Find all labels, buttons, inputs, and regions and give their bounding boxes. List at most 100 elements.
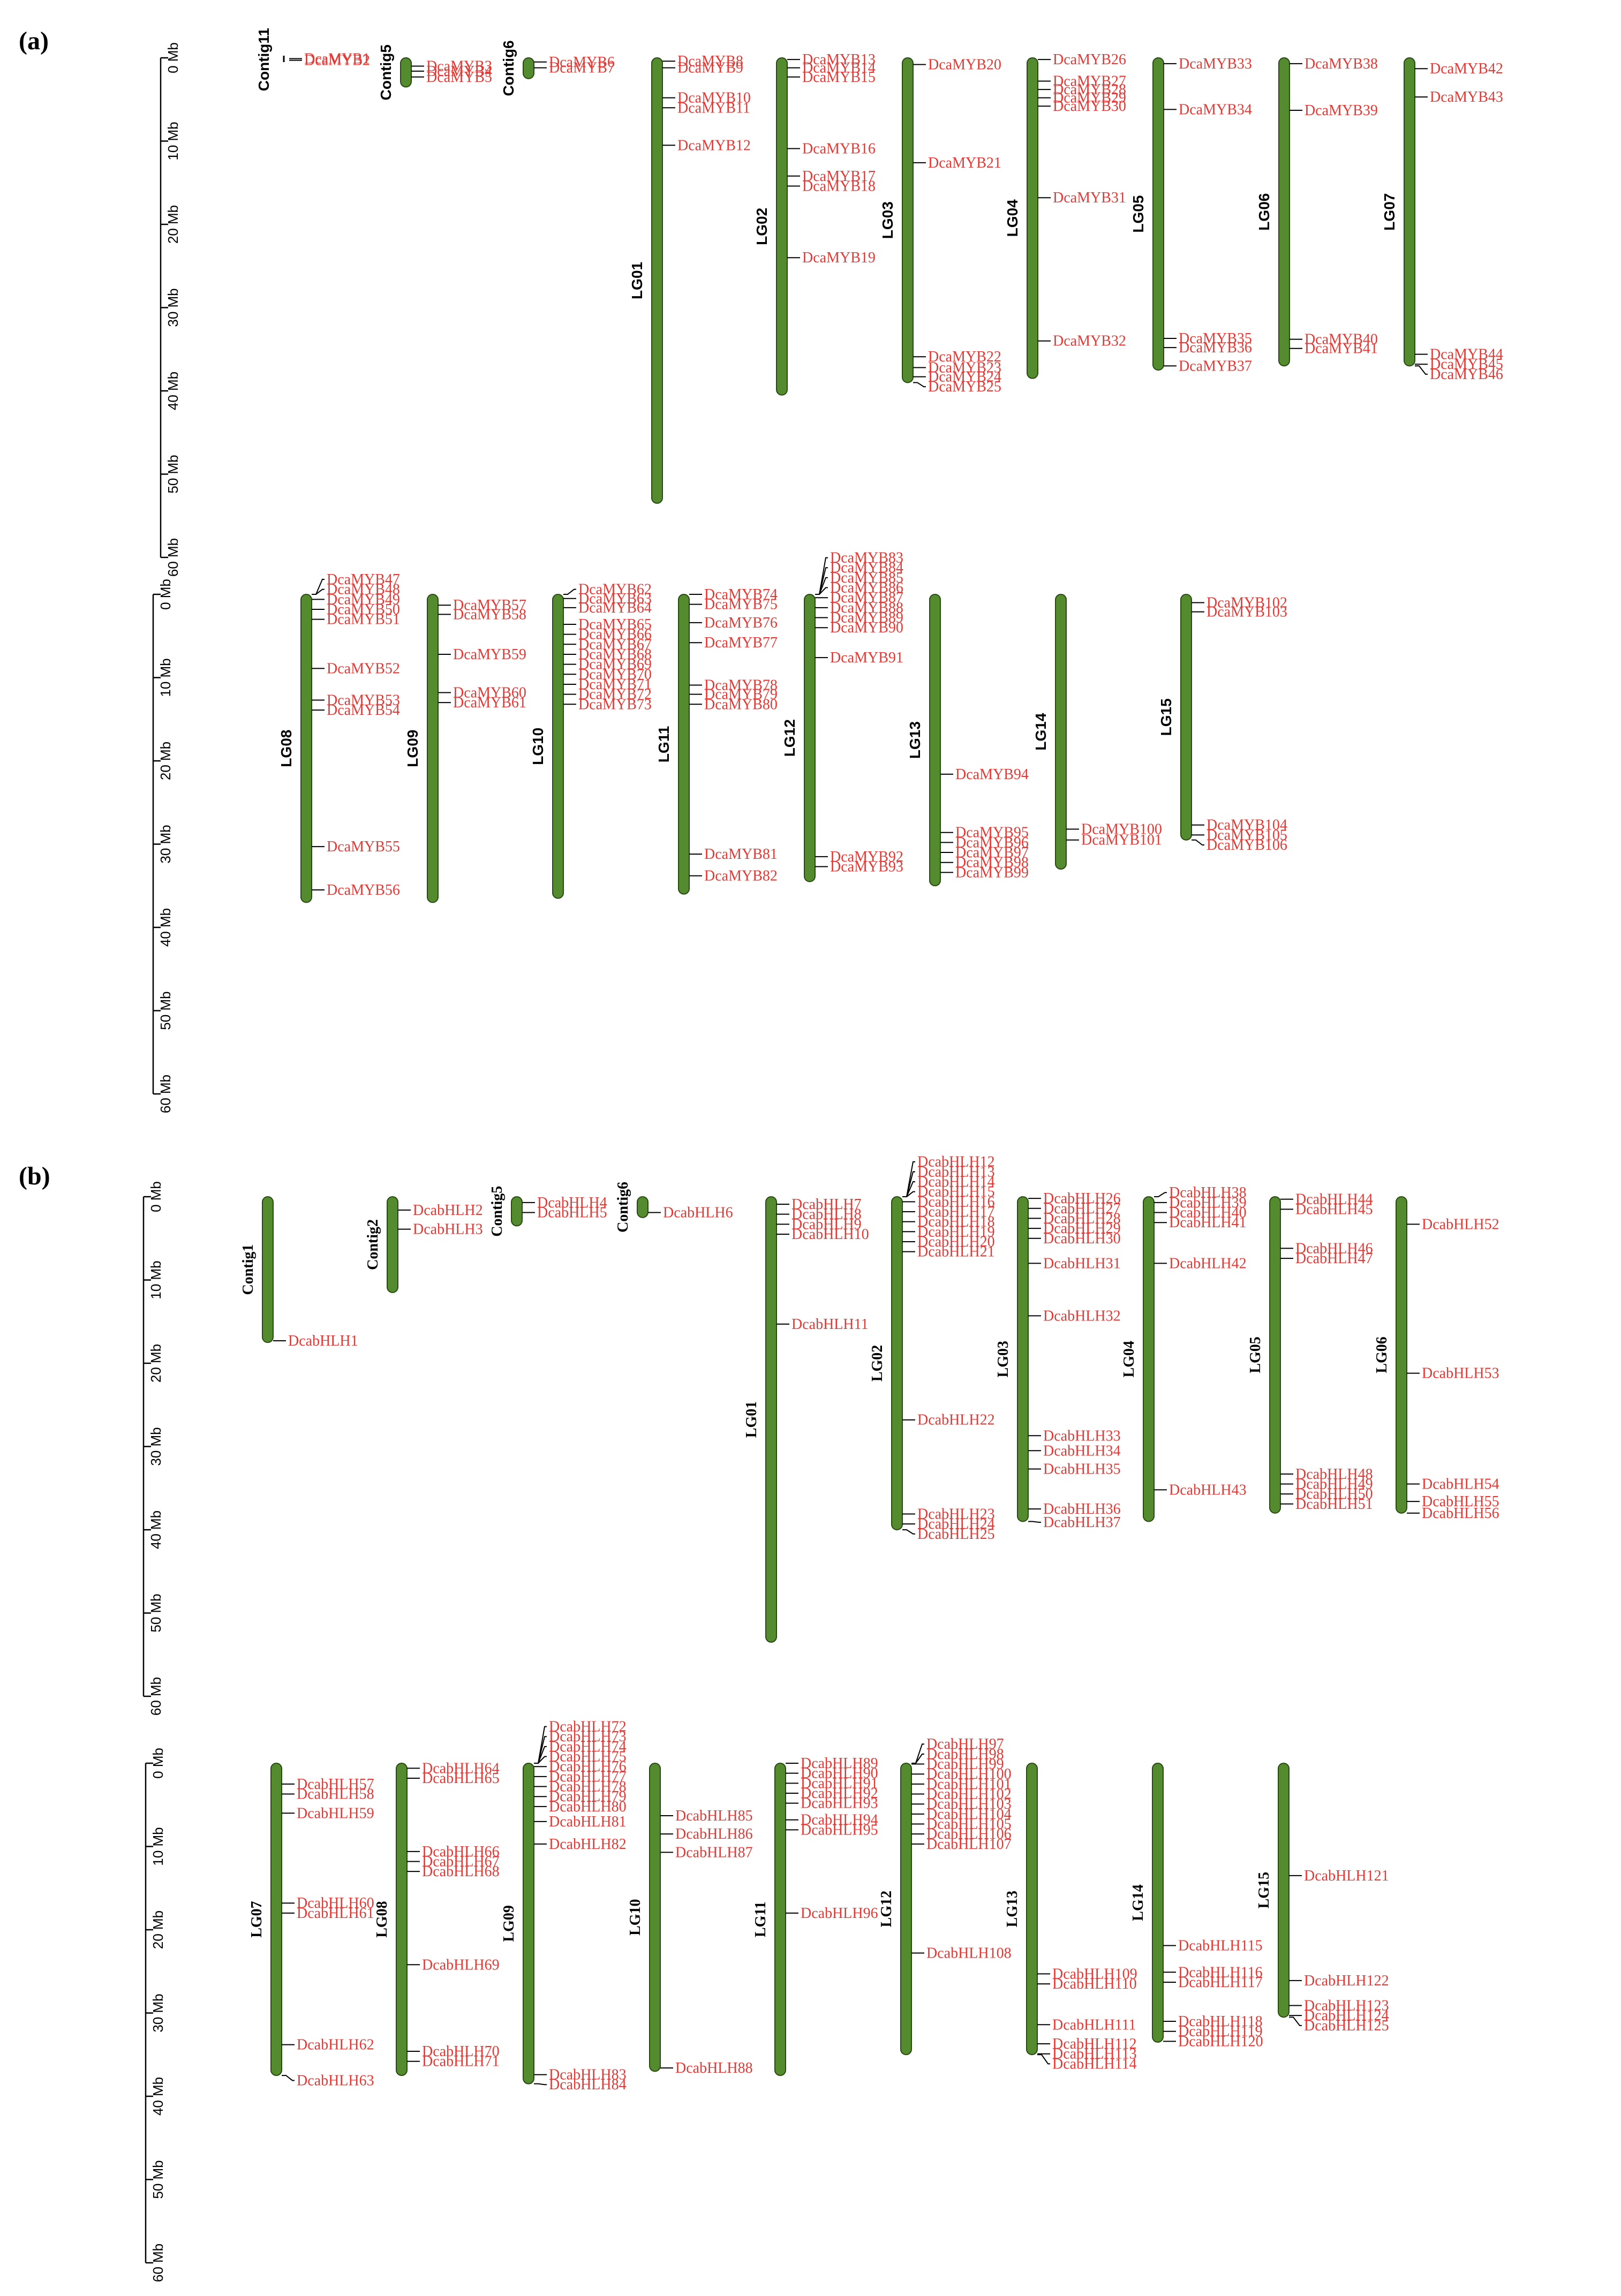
gene-marker: DcabHLH90 xyxy=(786,1765,878,1782)
gene-marker: DcabHLH28 xyxy=(1028,1210,1121,1227)
gene-label: DcaMYB33 xyxy=(1179,56,1252,72)
gene-label: DcabHLH75 xyxy=(549,1749,627,1765)
chromosome-label: LG05 xyxy=(1247,1336,1264,1373)
gene-label: DcabHLH5 xyxy=(537,1205,607,1221)
gene-label: DcabHLH32 xyxy=(1043,1308,1121,1324)
gene-label: DcaMYB84 xyxy=(830,560,903,576)
chromosome-label: LG06 xyxy=(1374,1336,1390,1373)
panel-label: (a) xyxy=(19,27,49,55)
gene-label: DcabHLH30 xyxy=(1043,1230,1121,1247)
gene-label: DcabHLH57 xyxy=(297,1776,374,1793)
gene-marker: DcaMYB30 xyxy=(1038,98,1126,115)
chromosome-label: Contig2 xyxy=(365,1219,381,1270)
gene-label: DcabHLH61 xyxy=(297,1905,374,1922)
gene-connector xyxy=(911,1753,924,1764)
gene-marker: DcabHLH76 xyxy=(534,1758,627,1775)
gene-label: DcaMYB48 xyxy=(327,581,400,598)
gene-marker: DcaMYB61 xyxy=(438,694,526,711)
panel-0: (a) 0 Mb 10 Mb 20 Mb 30 Mb 40 Mb 50 Mb 60 Mb Con… xyxy=(19,27,1503,1113)
gene-marker: DcaMYB13 xyxy=(787,51,876,68)
gene-marker: DcabHLH8 xyxy=(776,1206,862,1223)
gene-marker: DcabHLH110 xyxy=(1037,1976,1137,1992)
gene-label: DcaMYB98 xyxy=(955,855,1029,871)
gene-marker: DcaMYB102 xyxy=(1192,595,1287,611)
gene-label: DcaMYB60 xyxy=(453,684,526,701)
chromosome-LG04: LG04 DcabHLH38DcabHLH39DcabHLH40DcabHLH41… xyxy=(1121,1184,1247,1522)
chromosome-row: 0 Mb 10 Mb 20 Mb 30 Mb 40 Mb 50 Mb 60 Mb Contig… xyxy=(160,28,1503,577)
gene-marker: DcaMYB68 xyxy=(563,646,652,663)
gene-label: DcabHLH68 xyxy=(422,1863,500,1880)
gene-marker: DcaMYB98 xyxy=(940,855,1029,871)
gene-marker: DcabHLH102 xyxy=(911,1786,1012,1803)
gene-marker: DcabHLH88 xyxy=(660,2060,753,2076)
gene-label: DcabHLH97 xyxy=(926,1736,1004,1753)
chromosome-bar xyxy=(400,57,412,88)
gene-marker: DcaMYB84 xyxy=(815,560,903,595)
chromosome-label: LG14 xyxy=(1130,1884,1147,1921)
gene-marker: DcabHLH119 xyxy=(1163,2023,1263,2040)
gene-label: DcaMYB102 xyxy=(1207,595,1287,611)
gene-marker: DcaMYB92 xyxy=(815,849,903,865)
gene-label: DcabHLH19 xyxy=(917,1223,995,1240)
gene-label: DcabHLH65 xyxy=(422,1770,500,1787)
gene-label: DcaMYB94 xyxy=(955,766,1029,783)
gene-label: DcaMYB41 xyxy=(1305,341,1378,357)
chromosome-bar xyxy=(774,1763,786,2076)
chromosome-label: LG09 xyxy=(501,1905,517,1942)
gene-marker: DcabHLH118 xyxy=(1163,2013,1263,2030)
chromosome-LG06: LG06 DcabHLH52 DcabHLH53 DcabHLH54DcabHLH55… xyxy=(1374,1196,1499,1522)
chromosome-LG03: LG03DcaMYB20DcaMYB21DcaMYB22DcaMYB23DcaM… xyxy=(879,56,1001,395)
gene-label: DcabHLH72 xyxy=(549,1719,627,1735)
gene-marker: DcabHLH47 xyxy=(1280,1250,1373,1267)
gene-connector xyxy=(312,588,325,595)
chromosome-label: LG13 xyxy=(1004,1891,1021,1927)
gene-marker: DcaMYB21 xyxy=(913,155,1001,171)
gene-marker: DcaMYB51 xyxy=(312,611,400,628)
chromosome-label: LG01 xyxy=(629,262,645,299)
axis-tick-label: 20 Mb xyxy=(157,742,174,780)
chromosome-bar xyxy=(1152,1763,1164,2043)
chromosome-bar xyxy=(511,1196,523,1227)
gene-marker: DcaMYB26 xyxy=(1038,51,1126,68)
gene-marker: DcabHLH52 xyxy=(1407,1216,1499,1233)
gene-connector xyxy=(282,2075,295,2081)
chromosome-Contig2: Contig2 DcabHLH2 DcabHLH3 xyxy=(365,1196,483,1293)
gene-marker: DcaMYB3 xyxy=(411,58,492,75)
axis-tick-label: 0 Mb xyxy=(150,1748,166,1779)
gene-marker: DcaMYB52 xyxy=(312,660,400,677)
gene-label: DcabHLH82 xyxy=(549,1836,627,1853)
gene-label: DcaMYB4 xyxy=(426,63,492,80)
gene-marker: DcaMYB106 xyxy=(1192,837,1287,854)
gene-marker: DcabHLH40 xyxy=(1154,1205,1247,1221)
axis-tick-label: 0 Mb xyxy=(157,579,174,610)
axis-tick-label: 10 Mb xyxy=(150,1827,166,1865)
gene-label: DcabHLH11 xyxy=(791,1316,869,1333)
gene-marker: DcaMYB43 xyxy=(1415,89,1503,105)
chromosome-label: LG04 xyxy=(1121,1341,1137,1377)
gene-label: DcabHLH91 xyxy=(801,1775,878,1792)
chromosome-LG11: LG11 DcabHLH89DcabHLH90DcabHLH91DcabHLH92… xyxy=(752,1755,878,2076)
gene-marker: DcabHLH54 xyxy=(1407,1476,1499,1492)
gene-label: DcabHLH6 xyxy=(663,1205,733,1221)
gene-marker: DcabHLH123 xyxy=(1289,1998,1389,2014)
chromosome-label: LG08 xyxy=(374,1901,390,1937)
gene-marker: DcaMYB19 xyxy=(787,250,876,266)
gene-marker: DcaMYB99 xyxy=(940,864,1029,881)
gene-marker: DcabHLH33 xyxy=(1028,1428,1121,1444)
chromosome-bar xyxy=(552,594,564,899)
gene-marker: DcabHLH56 xyxy=(1407,1505,1499,1522)
chromosome-LG10: LG10DcaMYB62DcaMYB63DcaMYB64DcaMYB65DcaM… xyxy=(530,581,652,899)
gene-marker: DcaMYB76 xyxy=(689,615,778,631)
gene-marker: DcaMYB44 xyxy=(1415,346,1503,363)
axis-tick-label: 60 Mb xyxy=(157,1075,174,1113)
gene-label: DcabHLH89 xyxy=(801,1755,878,1772)
gene-marker: DcabHLH9 xyxy=(776,1216,862,1233)
gene-marker: DcabHLH34 xyxy=(1028,1442,1121,1459)
gene-label: DcabHLH85 xyxy=(675,1808,753,1824)
gene-marker: DcaMYB4 xyxy=(411,63,492,80)
gene-label: DcaMYB39 xyxy=(1305,102,1378,119)
gene-marker: DcabHLH35 xyxy=(1028,1461,1121,1477)
gene-label: DcaMYB97 xyxy=(955,844,1029,861)
